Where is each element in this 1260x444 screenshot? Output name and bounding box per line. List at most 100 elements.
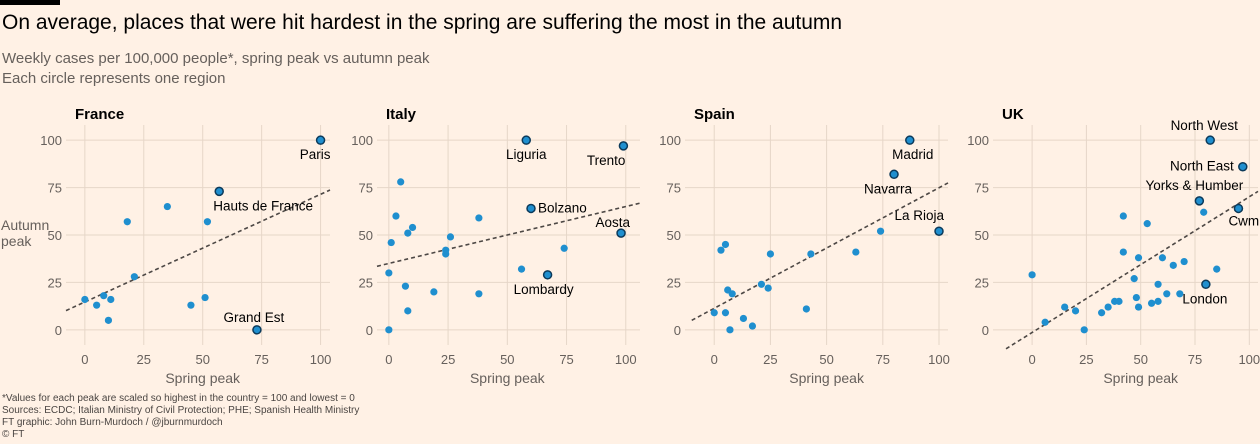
- point-label: Navarra: [864, 181, 913, 196]
- point-label: Paris: [300, 147, 331, 162]
- panel-title: Spain: [694, 106, 735, 123]
- data-point: [728, 290, 736, 298]
- point-label: Bolzano: [538, 200, 587, 215]
- y-tick-label: 50: [359, 228, 373, 243]
- chart-subtitle: Weekly cases per 100,000 people*, spring…: [2, 50, 430, 67]
- labelled-point: [905, 135, 915, 145]
- data-point: [81, 295, 89, 304]
- point-label: Aosta: [596, 215, 631, 230]
- data-point: [1213, 265, 1221, 273]
- data-point: [130, 273, 138, 281]
- point-label: Grand Est: [224, 310, 285, 325]
- labelled-point: [1205, 135, 1215, 145]
- data-point: [739, 314, 748, 323]
- panel-title: UK: [1002, 106, 1024, 123]
- x-tick-label: 100: [928, 352, 950, 367]
- y-tick-label: 75: [48, 181, 62, 196]
- data-point: [107, 295, 115, 304]
- data-point: [1041, 318, 1049, 326]
- data-point: [1119, 212, 1127, 220]
- y-tick-label: 100: [659, 133, 681, 148]
- y-axis-label-line: peak: [1, 233, 32, 249]
- data-point: [385, 326, 393, 334]
- chart-subtitle-2: Each circle represents one region: [2, 70, 226, 87]
- trend-line: [376, 202, 641, 268]
- y-tick-label: 50: [975, 228, 989, 243]
- x-tick-label: 0: [711, 352, 718, 367]
- trend-line: [691, 182, 949, 322]
- point-label: Liguria: [506, 147, 547, 162]
- data-point: [807, 250, 815, 258]
- x-tick-label: 50: [1133, 352, 1147, 367]
- y-tick-label: 50: [48, 228, 62, 243]
- data-point: [104, 316, 113, 324]
- y-tick-label: 100: [351, 133, 373, 148]
- ft-top-bar: [0, 0, 60, 5]
- labelled-point: [542, 270, 553, 280]
- data-point: [475, 290, 483, 298]
- chart-title: On average, places that were hit hardest…: [2, 11, 843, 34]
- data-point: [1130, 275, 1138, 283]
- point-label: Cwm Taf: [1228, 213, 1260, 228]
- labelled-point: [618, 141, 629, 151]
- data-point: [721, 240, 730, 249]
- data-point: [203, 218, 212, 226]
- data-point: [1080, 326, 1088, 334]
- data-point: [401, 282, 410, 290]
- point-label: Lombardy: [514, 282, 574, 297]
- data-point: [1176, 290, 1184, 298]
- data-point: [408, 223, 417, 232]
- data-point: [852, 248, 860, 256]
- data-point: [764, 284, 772, 292]
- data-point: [1104, 303, 1112, 311]
- x-tick-label: 50: [819, 352, 833, 367]
- data-point: [748, 322, 757, 330]
- y-tick-label: 25: [48, 275, 62, 290]
- data-point: [717, 246, 725, 254]
- y-axis-label-line: Autumn: [1, 217, 49, 233]
- point-label: North West: [1171, 118, 1239, 133]
- y-tick-label: 0: [366, 323, 373, 338]
- x-tick-label: 25: [441, 352, 455, 367]
- y-tick-label: 100: [40, 133, 62, 148]
- data-point: [1061, 303, 1069, 311]
- labelled-point: [889, 169, 899, 180]
- footnote: *Values for each peak are scaled so high…: [2, 393, 355, 404]
- y-tick-label: 75: [975, 181, 989, 196]
- labelled-point: [315, 135, 326, 145]
- data-point: [560, 244, 568, 252]
- panel-title: France: [75, 106, 124, 123]
- data-point: [1147, 299, 1156, 307]
- y-tick-label: 25: [359, 275, 373, 290]
- data-point: [876, 227, 885, 235]
- x-tick-label: 75: [1188, 352, 1202, 367]
- copyright: © FT: [2, 429, 25, 440]
- data-point: [1071, 307, 1080, 315]
- y-tick-label: 0: [55, 323, 62, 338]
- y-axis-label: Autumn peak: [1, 217, 49, 249]
- labelled-point: [1233, 203, 1244, 214]
- x-tick-label: 100: [615, 352, 637, 367]
- labelled-point: [616, 228, 626, 238]
- labelled-point: [526, 203, 536, 214]
- data-point: [201, 293, 209, 302]
- data-point: [187, 301, 195, 309]
- data-point: [1132, 293, 1140, 302]
- data-point: [100, 292, 108, 300]
- x-tick-label: 75: [559, 352, 573, 367]
- data-point: [93, 301, 101, 309]
- data-point: [1119, 248, 1127, 256]
- x-tick-label: 0: [1028, 352, 1035, 367]
- x-tick-label: 75: [254, 352, 268, 367]
- data-point: [721, 309, 730, 317]
- labelled-point: [1194, 196, 1205, 206]
- y-tick-label: 100: [967, 133, 989, 148]
- data-point: [1163, 290, 1171, 298]
- y-tick-label: 50: [667, 228, 681, 243]
- data-point: [1115, 297, 1123, 305]
- data-point: [1134, 254, 1143, 262]
- labelled-point: [252, 325, 262, 335]
- point-label: Yorks & Humber: [1145, 178, 1243, 193]
- y-tick-label: 0: [674, 323, 681, 338]
- x-tick-label: 50: [500, 352, 514, 367]
